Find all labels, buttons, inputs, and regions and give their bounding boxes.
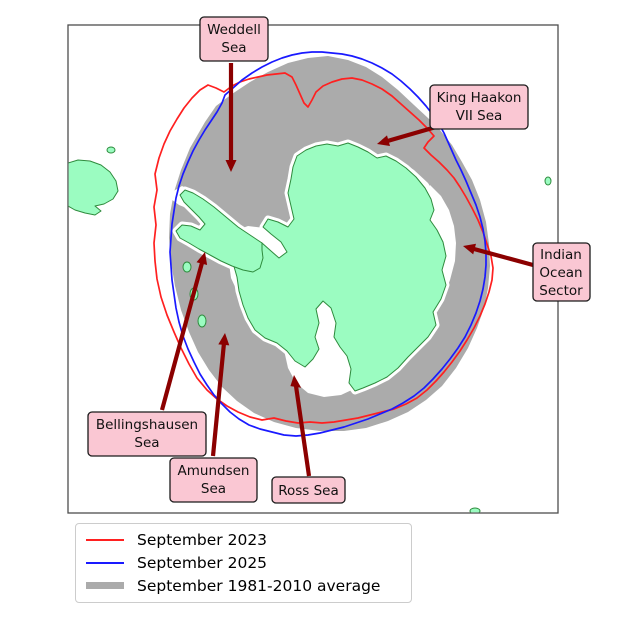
label-ross-sea: Ross Sea: [271, 476, 346, 504]
contour-september-2023: [153, 72, 494, 424]
legend-line-2025-icon: [86, 561, 124, 564]
label-indian-line3: Sector: [539, 283, 583, 299]
label-king-haakon-vii-sea: King Haakon VII Sea: [429, 84, 529, 130]
label-amundsen-line2: Sea: [201, 481, 226, 497]
legend: September 2023 September 2025 September …: [75, 523, 412, 603]
label-indian-ocean-sector: Indian Ocean Sector: [532, 242, 591, 302]
label-indian-line2: Ocean: [539, 265, 582, 281]
label-amundsen-line1: Amundsen: [178, 463, 250, 479]
land-antarctica: [175, 142, 447, 392]
arrow-bellingshausen-sea: [159, 252, 208, 411]
arrow-king-haakon-vii-sea: [377, 124, 437, 146]
contour-september-2025: [169, 51, 487, 437]
label-bellingshausen-sea: Bellingshausen Sea: [87, 411, 207, 457]
label-indian-line1: Indian: [540, 247, 582, 263]
land-south-america: [68, 146, 119, 216]
legend-band-average-icon: [86, 582, 124, 590]
legend-label-sep-2023: September 2023: [137, 531, 268, 550]
label-amundsen-sea: Amundsen Sea: [169, 457, 258, 503]
legend-item-sep-2023: September 2023: [86, 531, 401, 549]
island-bottom-edge: [469, 507, 481, 513]
legend-item-average: September 1981-2010 average: [86, 577, 401, 595]
legend-label-sep-2025: September 2025: [137, 553, 268, 572]
legend-item-sep-2025: September 2025: [86, 554, 401, 572]
legend-line-2023-icon: [86, 539, 124, 542]
label-ross-sea-line1: Ross Sea: [278, 483, 339, 499]
label-weddell-sea: Weddell Sea: [199, 16, 269, 62]
label-king-haakon-line1: King Haakon: [437, 90, 522, 106]
arrow-weddell-sea: [225, 63, 237, 172]
label-weddell-sea-line1: Weddell: [207, 22, 261, 38]
antarctic-peninsula: [175, 189, 264, 273]
island-right-edge: [544, 176, 552, 186]
arrow-indian-ocean-sector: [463, 243, 534, 268]
arrow-amundsen-sea: [210, 333, 230, 457]
label-bellingshausen-line2: Sea: [134, 435, 159, 451]
legend-label-average: September 1981-2010 average: [137, 576, 381, 595]
label-weddell-sea-line2: Sea: [221, 40, 246, 56]
label-bellingshausen-line1: Bellingshausen: [96, 417, 198, 433]
arrow-ross-sea: [290, 375, 312, 477]
label-king-haakon-line2: VII Sea: [456, 108, 503, 124]
